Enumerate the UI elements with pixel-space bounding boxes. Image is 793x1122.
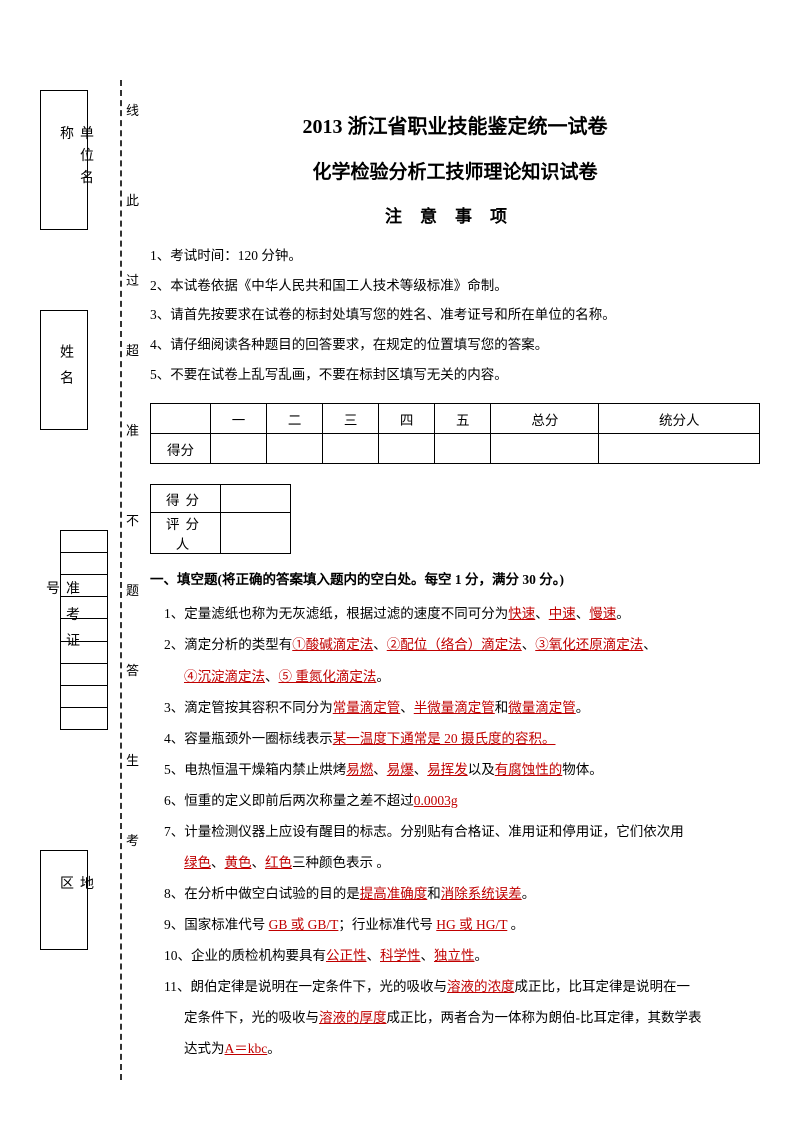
page-subtitle: 化学检验分析工技师理论知识试卷 xyxy=(150,157,760,184)
vmarker: 线 xyxy=(126,100,139,119)
score-header xyxy=(151,404,211,434)
sidebar: 单位名称 姓名 准考证号 地区 xyxy=(40,80,110,1080)
answer: ④沉淀滴定法 xyxy=(184,669,265,684)
score-row-label: 得分 xyxy=(151,434,211,464)
answer: 溶液的浓度 xyxy=(447,979,515,994)
region-box: 地区 xyxy=(40,850,88,950)
answer: GB 或 GB/T xyxy=(269,917,339,932)
answer: 易爆 xyxy=(387,762,414,777)
question-line: 达式为A＝kbc。 xyxy=(164,1033,760,1064)
answer: ①酸碱滴定法 xyxy=(292,637,373,652)
vmarker: 题 xyxy=(126,580,139,599)
answer: 红色 xyxy=(265,855,292,870)
score-cell xyxy=(267,434,323,464)
answer: 易挥发 xyxy=(427,762,468,777)
answer: 慢速 xyxy=(589,606,616,621)
question-line: 3、滴定管按其容积不同分为常量滴定管、半微量滴定管和微量滴定管。 xyxy=(164,692,760,723)
answer: 绿色 xyxy=(184,855,211,870)
score-header: 三 xyxy=(323,404,379,434)
question-line: 1、定量滤纸也称为无灰滤纸，根据过滤的速度不同可分为快速、中速、慢速。 xyxy=(164,598,760,629)
question-line: ④沉淀滴定法、⑤ 重氮化滴定法。 xyxy=(164,661,760,692)
score-header: 一 xyxy=(211,404,267,434)
instructions: 1、考试时间：120 分钟。2、本试卷依据《中华人民共和国工人技术等级标准》命制… xyxy=(150,241,760,389)
answer: ⑤ 重氮化滴定法 xyxy=(279,669,377,684)
question-line: 8、在分析中做空白试验的目的是提高准确度和消除系统误差。 xyxy=(164,878,760,909)
table-row: 一二三四五总分统分人 xyxy=(151,404,760,434)
answer: ②配位（络合）滴定法 xyxy=(387,637,522,652)
instruction-line: 3、请首先按要求在试卷的标封处填写您的姓名、准考证号和所在单位的名称。 xyxy=(150,300,760,330)
score-cell xyxy=(211,434,267,464)
answer: 科学性 xyxy=(380,948,421,963)
vmarker: 此 xyxy=(126,190,139,209)
answer: 独立性 xyxy=(434,948,475,963)
score-header: 统分人 xyxy=(599,404,760,434)
answer: 有腐蚀性的 xyxy=(495,762,563,777)
vmarker: 超 xyxy=(126,340,139,359)
score-cell xyxy=(379,434,435,464)
answer: 消除系统误差 xyxy=(441,886,522,901)
answer: 提高准确度 xyxy=(360,886,428,901)
answer: 常量滴定管 xyxy=(333,700,401,715)
table-row: 评分人 xyxy=(151,513,291,554)
score-cell xyxy=(491,434,599,464)
name-label: 姓名 xyxy=(55,344,75,396)
question-line: 6、恒重的定义即前后两次称量之差不超过0.0003g xyxy=(164,785,760,816)
score-header: 四 xyxy=(379,404,435,434)
question-line: 2、滴定分析的类型有①酸碱滴定法、②配位（络合）滴定法、③氧化还原滴定法、 xyxy=(164,629,760,660)
instruction-line: 2、本试卷依据《中华人民共和国工人技术等级标准》命制。 xyxy=(150,271,760,301)
vmarker: 过 xyxy=(126,270,139,289)
unit-label: 单位名称 xyxy=(55,126,95,195)
answer: ③氧化还原滴定法 xyxy=(535,637,643,652)
question-line: 定条件下，光的吸收与溶液的厚度成正比，两者合为一体称为朗伯-比耳定律，其数学表 xyxy=(164,1002,760,1033)
fold-line xyxy=(120,80,122,1080)
question-line: 7、计量检测仪器上应设有醒目的标志。分别贴有合格证、准用证和停用证，它们依次用 xyxy=(164,816,760,847)
instruction-line: 4、请仔细阅读各种题目的回答要求，在规定的位置填写您的答案。 xyxy=(150,330,760,360)
question-line: 9、国家标准代号 GB 或 GB/T；行业标准代号 HG 或 HG/T 。 xyxy=(164,909,760,940)
score-header: 总分 xyxy=(491,404,599,434)
question-line: 10、企业的质检机构要具有公正性、科学性、独立性。 xyxy=(164,940,760,971)
region-label: 地区 xyxy=(55,876,95,925)
section-title: 一、填空题(将正确的答案填入题内的空白处。每空 1 分，满分 30 分。) xyxy=(150,568,760,588)
vmarker: 答 xyxy=(126,660,139,679)
name-box: 姓名 xyxy=(40,310,88,430)
grader-table: 得分 评分人 xyxy=(150,484,291,554)
answer: 公正性 xyxy=(326,948,367,963)
answer: 黄色 xyxy=(225,855,252,870)
question-line: 5、电热恒温干燥箱内禁止烘烤易燃、易爆、易挥发以及有腐蚀性的物体。 xyxy=(164,754,760,785)
cert-label: 准考证号 xyxy=(41,581,81,680)
table-row: 得分 xyxy=(151,434,760,464)
answer: 微量滴定管 xyxy=(508,700,576,715)
vmarker: 准 xyxy=(126,420,139,439)
vmarker: 不 xyxy=(126,510,139,529)
cert-box: 准考证号 xyxy=(60,530,108,730)
score-header: 五 xyxy=(435,404,491,434)
score-cell xyxy=(599,434,760,464)
answer: 易燃 xyxy=(346,762,373,777)
vmarker: 考 xyxy=(126,830,139,849)
score-table: 一二三四五总分统分人 得分 xyxy=(150,403,760,464)
question-line: 11、朗伯定律是说明在一定条件下，光的吸收与溶液的浓度成正比，比耳定律是说明在一 xyxy=(164,971,760,1002)
answer: 中速 xyxy=(549,606,576,621)
question-line: 4、容量瓶颈外一圈标线表示某一温度下通常是 20 摄氏度的容积。 xyxy=(164,723,760,754)
score-cell xyxy=(323,434,379,464)
answer: 快速 xyxy=(508,606,535,621)
page-title: 2013 浙江省职业技能鉴定统一试卷 xyxy=(150,110,760,139)
unit-box: 单位名称 xyxy=(40,90,88,230)
answer: 0.0003g xyxy=(414,793,458,808)
main-content: 2013 浙江省职业技能鉴定统一试卷 化学检验分析工技师理论知识试卷 注意事项 … xyxy=(150,110,760,1064)
instruction-line: 5、不要在试卷上乱写乱画，不要在标封区填写无关的内容。 xyxy=(150,360,760,390)
instruction-line: 1、考试时间：120 分钟。 xyxy=(150,241,760,271)
answer: 半微量滴定管 xyxy=(414,700,495,715)
answer: A＝kbc xyxy=(225,1041,268,1056)
attention-header: 注意事项 xyxy=(150,202,760,227)
score-header: 二 xyxy=(267,404,323,434)
answer: HG 或 HG/T xyxy=(436,917,507,932)
score-cell xyxy=(435,434,491,464)
answer: 溶液的厚度 xyxy=(319,1010,387,1025)
items: 1、定量滤纸也称为无灰滤纸，根据过滤的速度不同可分为快速、中速、慢速。2、滴定分… xyxy=(150,598,760,1064)
answer: 某一温度下通常是 20 摄氏度的容积。 xyxy=(333,731,556,746)
question-line: 绿色、黄色、红色三种颜色表示 。 xyxy=(164,847,760,878)
vmarker: 生 xyxy=(126,750,139,769)
table-row: 得分 xyxy=(151,485,291,513)
